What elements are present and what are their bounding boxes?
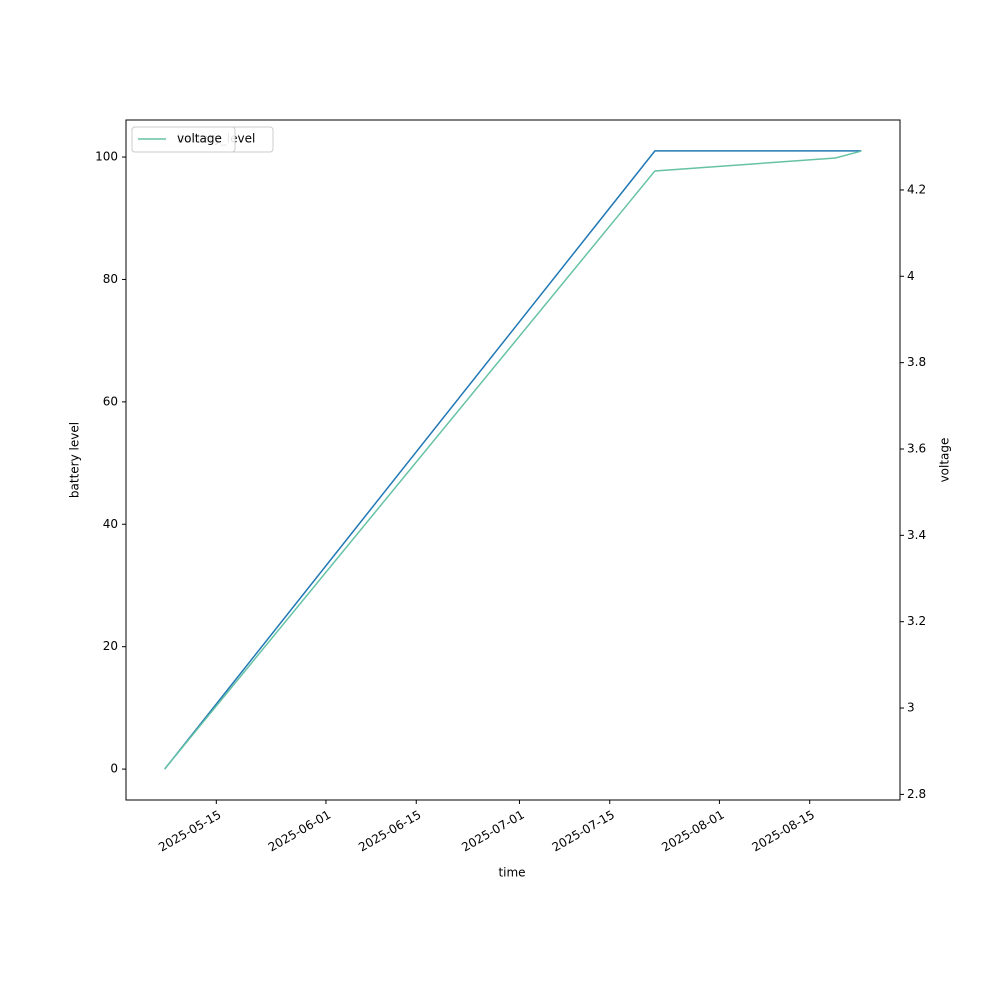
y2-tick-label: 3.6 (907, 441, 926, 455)
x-tick-label: 2025-05-15 (156, 808, 223, 855)
series-line (164, 150, 862, 770)
y-tick-label: 80 (103, 272, 118, 286)
y2-tick-label: 2.8 (907, 787, 926, 801)
y-tick-label: 60 (103, 394, 118, 408)
y-tick-label: 100 (95, 150, 118, 164)
x-tick-label: 2025-07-15 (550, 808, 617, 855)
y2-tick-label: 3 (907, 701, 915, 715)
y2-tick-label: 4 (907, 269, 915, 283)
x-tick-label: 2025-07-01 (459, 808, 526, 855)
y2-axis-label: voltage (938, 438, 952, 483)
y2-tick-label: 4.2 (907, 182, 926, 196)
x-axis-label: time (498, 866, 525, 880)
y-tick-label: 20 (103, 639, 118, 653)
series-line (164, 150, 862, 770)
x-tick-label: 2025-06-01 (266, 808, 333, 855)
y-tick-label: 0 (110, 762, 118, 776)
y2-tick-label: 3.2 (907, 614, 926, 628)
y-tick-label: 40 (103, 517, 118, 531)
legend-box (131, 126, 236, 153)
x-tick-label: 2025-08-01 (659, 808, 726, 855)
y2-tick-label: 3.8 (907, 355, 926, 369)
legend-label: voltage (177, 132, 222, 146)
y-axis-label: battery level (68, 422, 82, 498)
x-tick-label: 2025-06-15 (356, 808, 423, 855)
y2-tick-label: 3.4 (907, 528, 926, 542)
x-tick-label: 2025-08-15 (750, 808, 817, 855)
plot-frame (125, 119, 901, 801)
